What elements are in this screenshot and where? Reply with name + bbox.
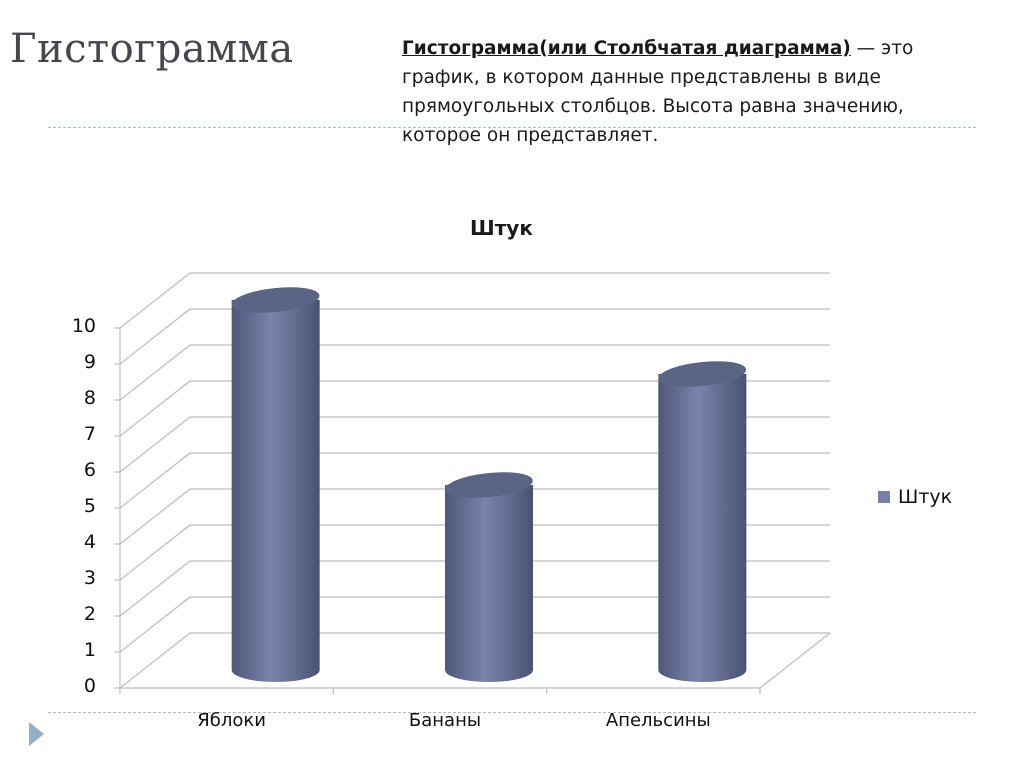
y-tick-label: 7 — [83, 423, 96, 445]
description-term: Гистограмма(или Столбчатая диаграмма) — [402, 38, 851, 59]
y-tick-label: 9 — [83, 351, 96, 373]
x-category-label: Апельсины — [605, 710, 711, 731]
y-tick-label: 0 — [83, 675, 96, 697]
x-category-label: Бананы — [408, 710, 482, 731]
chart-legend: Штук — [878, 486, 952, 508]
bottom-divider — [48, 712, 976, 713]
slide-title: Гистограмма — [10, 26, 294, 72]
y-tick-label: 5 — [83, 495, 96, 517]
bar-1 — [445, 472, 533, 682]
legend-swatch-icon — [878, 491, 890, 503]
y-tick-label: 6 — [83, 459, 96, 481]
description-text: — это график, в котором данные представл… — [402, 38, 914, 146]
y-tick-label: 10 — [71, 315, 96, 337]
bullet-arrow-icon — [29, 722, 44, 746]
y-tick-label: 3 — [83, 567, 96, 589]
legend-label: Штук — [898, 486, 953, 508]
y-tick-label: 4 — [83, 531, 96, 553]
slide-description: Гистограмма(или Столбчатая диаграмма) — … — [402, 34, 982, 150]
x-category-label: Яблоки — [197, 710, 267, 731]
chart-title: Штук — [470, 216, 533, 240]
bar-2 — [658, 361, 747, 682]
bar-0 — [231, 287, 320, 682]
y-tick-label: 1 — [83, 639, 96, 661]
top-divider — [48, 127, 976, 128]
y-tick-label: 2 — [83, 603, 96, 625]
y-tick-label: 8 — [83, 387, 96, 409]
